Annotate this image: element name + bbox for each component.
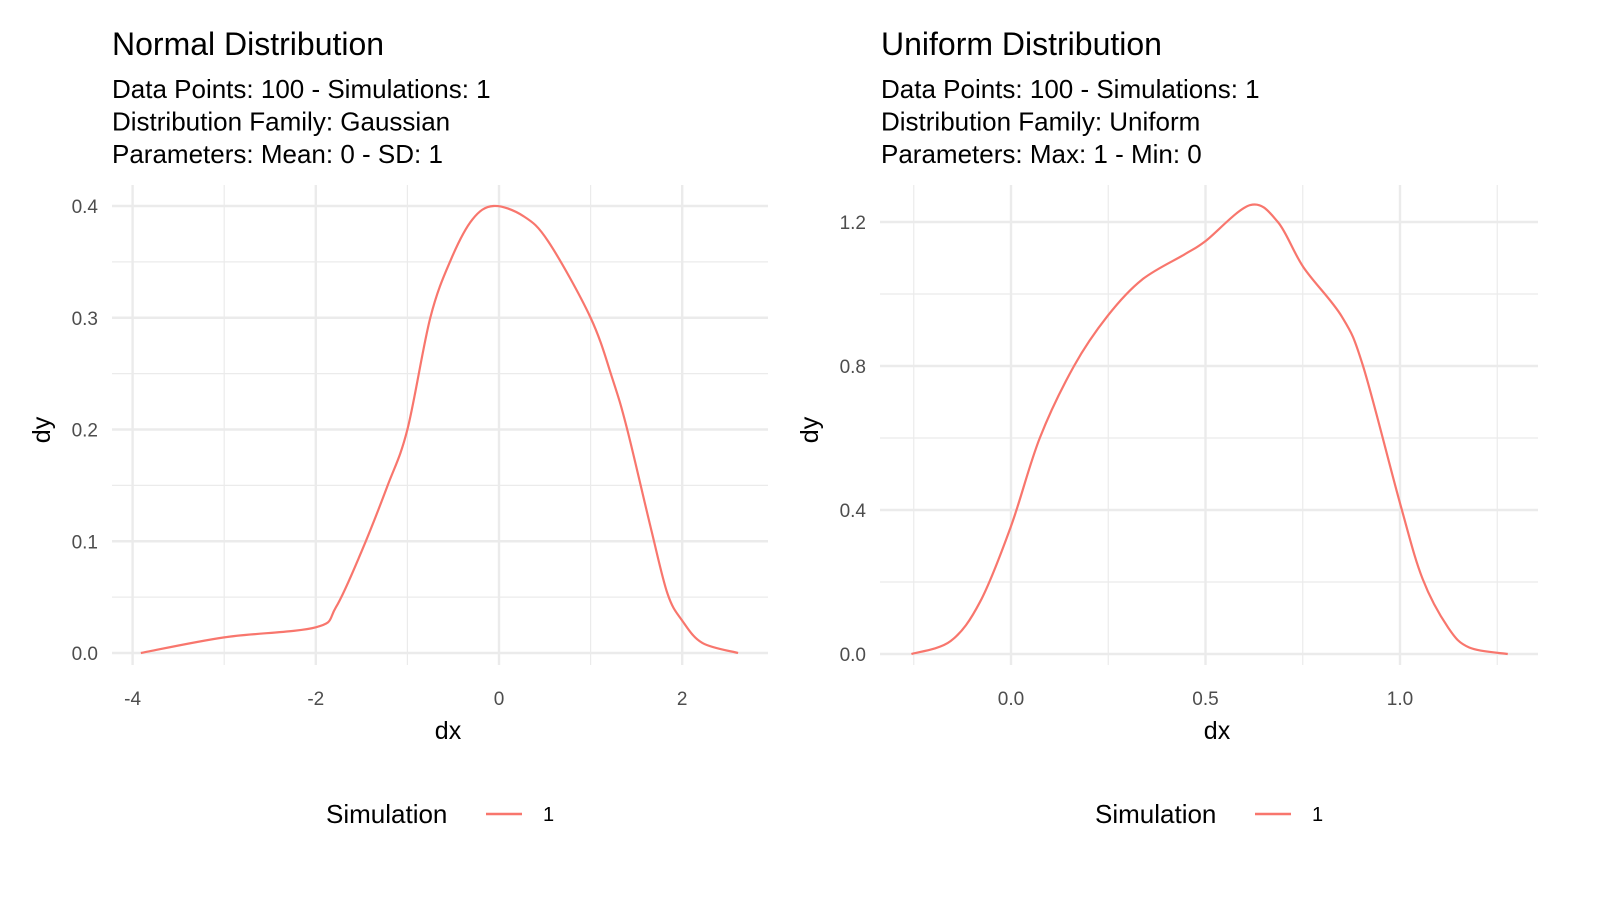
legend: Simulation 1	[326, 799, 554, 829]
y-tick-label: 0.4	[840, 501, 867, 522]
y-tick-label: 0.3	[72, 309, 98, 330]
legend: Simulation 1	[1095, 799, 1323, 829]
x-axis-title: dx	[435, 717, 462, 745]
y-tick-label: 0.4	[72, 197, 99, 218]
chart-subtitle-line: Data Points: 100 - Simulations: 1	[112, 74, 491, 104]
x-axis-title: dx	[1204, 717, 1231, 745]
chart-title: Uniform Distribution	[881, 26, 1162, 62]
x-tick-label: 0	[494, 689, 505, 710]
y-tick-label: 0.8	[840, 357, 866, 378]
legend-label: 1	[543, 804, 554, 826]
chart-subtitle-line: Distribution Family: Gaussian	[112, 107, 450, 137]
y-axis-title: dy	[796, 416, 824, 443]
y-tick-label: 0.0	[72, 644, 98, 665]
x-tick-label: 0.0	[998, 689, 1024, 710]
density-line-series-1	[911, 203, 1508, 656]
chart-subtitle-line: Parameters: Max: 1 - Min: 0	[881, 139, 1202, 169]
y-tick-label: 0.0	[840, 645, 866, 666]
panel-2: Uniform Distribution Data Points: 100 - S…	[796, 26, 1538, 829]
y-axis-title: dy	[28, 416, 56, 443]
chart-subtitle-line: Distribution Family: Uniform	[881, 107, 1200, 137]
x-tick-label: 0.5	[1192, 689, 1218, 710]
density-line-series-1	[140, 204, 739, 655]
x-tick-label: 2	[677, 689, 688, 710]
y-tick-label: 1.2	[840, 213, 866, 234]
y-tick-label: 0.2	[72, 421, 98, 442]
legend-title: Simulation	[326, 799, 447, 829]
x-tick-label: -4	[124, 689, 141, 710]
chart-subtitle-line: Data Points: 100 - Simulations: 1	[881, 74, 1260, 104]
x-tick-label: -2	[307, 689, 324, 710]
chart-subtitle-line: Parameters: Mean: 0 - SD: 1	[112, 139, 443, 169]
y-tick-label: 0.1	[72, 532, 98, 553]
x-tick-label: 1.0	[1387, 689, 1413, 710]
chart-title: Normal Distribution	[112, 26, 384, 62]
legend-label: 1	[1312, 804, 1323, 826]
panel-1: Normal Distribution Data Points: 100 - Si…	[28, 26, 768, 829]
legend-title: Simulation	[1095, 799, 1216, 829]
